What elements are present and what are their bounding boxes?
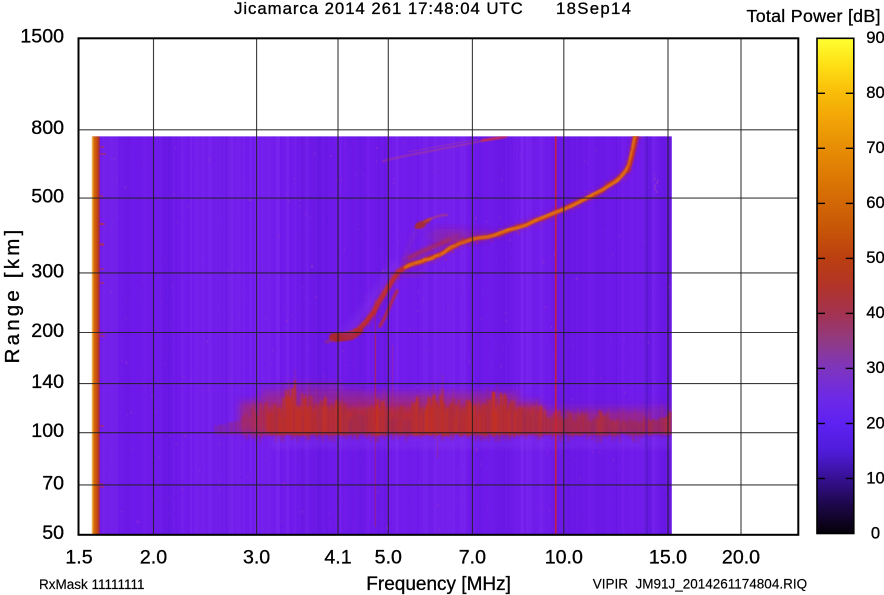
svg-text:1.5: 1.5 <box>65 547 92 569</box>
svg-text:30: 30 <box>866 358 884 377</box>
svg-text:15.0: 15.0 <box>649 547 687 569</box>
svg-text:7.0: 7.0 <box>459 547 486 569</box>
svg-text:10: 10 <box>866 468 884 487</box>
svg-text:VIPIR JM91J_2014261174804.RIQ: VIPIR JM91J_2014261174804.RIQ <box>593 576 807 591</box>
svg-text:60: 60 <box>866 193 884 212</box>
svg-text:1500: 1500 <box>20 26 64 48</box>
svg-text:50: 50 <box>42 522 64 544</box>
svg-text:300: 300 <box>31 260 64 282</box>
svg-text:80: 80 <box>866 83 884 102</box>
svg-text:70: 70 <box>42 472 64 494</box>
svg-text:50: 50 <box>866 248 884 267</box>
svg-text:200: 200 <box>31 320 64 342</box>
svg-text:90: 90 <box>866 28 884 47</box>
svg-text:18Sep14: 18Sep14 <box>556 0 632 18</box>
svg-text:70: 70 <box>866 138 884 157</box>
svg-text:10.0: 10.0 <box>545 547 583 569</box>
svg-text:5.0: 5.0 <box>375 547 402 569</box>
svg-text:Jicamarca 2014 261 17:48:04 UT: Jicamarca 2014 261 17:48:04 UTC <box>234 0 524 18</box>
svg-text:0: 0 <box>871 523 880 542</box>
svg-text:500: 500 <box>31 186 64 208</box>
svg-text:40: 40 <box>866 303 884 322</box>
svg-text:100: 100 <box>31 420 64 442</box>
svg-text:140: 140 <box>31 371 64 393</box>
svg-text:Frequency [MHz]: Frequency [MHz] <box>366 574 511 595</box>
svg-text:Total Power [dB]: Total Power [dB] <box>747 6 881 26</box>
svg-text:3.0: 3.0 <box>243 547 270 569</box>
svg-text:2.0: 2.0 <box>140 547 167 569</box>
svg-text:800: 800 <box>31 117 64 139</box>
svg-text:RxMask 11111111: RxMask 11111111 <box>39 577 145 592</box>
svg-text:Range [km]: Range [km] <box>1 227 24 364</box>
svg-text:20: 20 <box>866 413 884 432</box>
svg-text:20.0: 20.0 <box>722 547 760 569</box>
svg-text:4.1: 4.1 <box>324 547 351 569</box>
